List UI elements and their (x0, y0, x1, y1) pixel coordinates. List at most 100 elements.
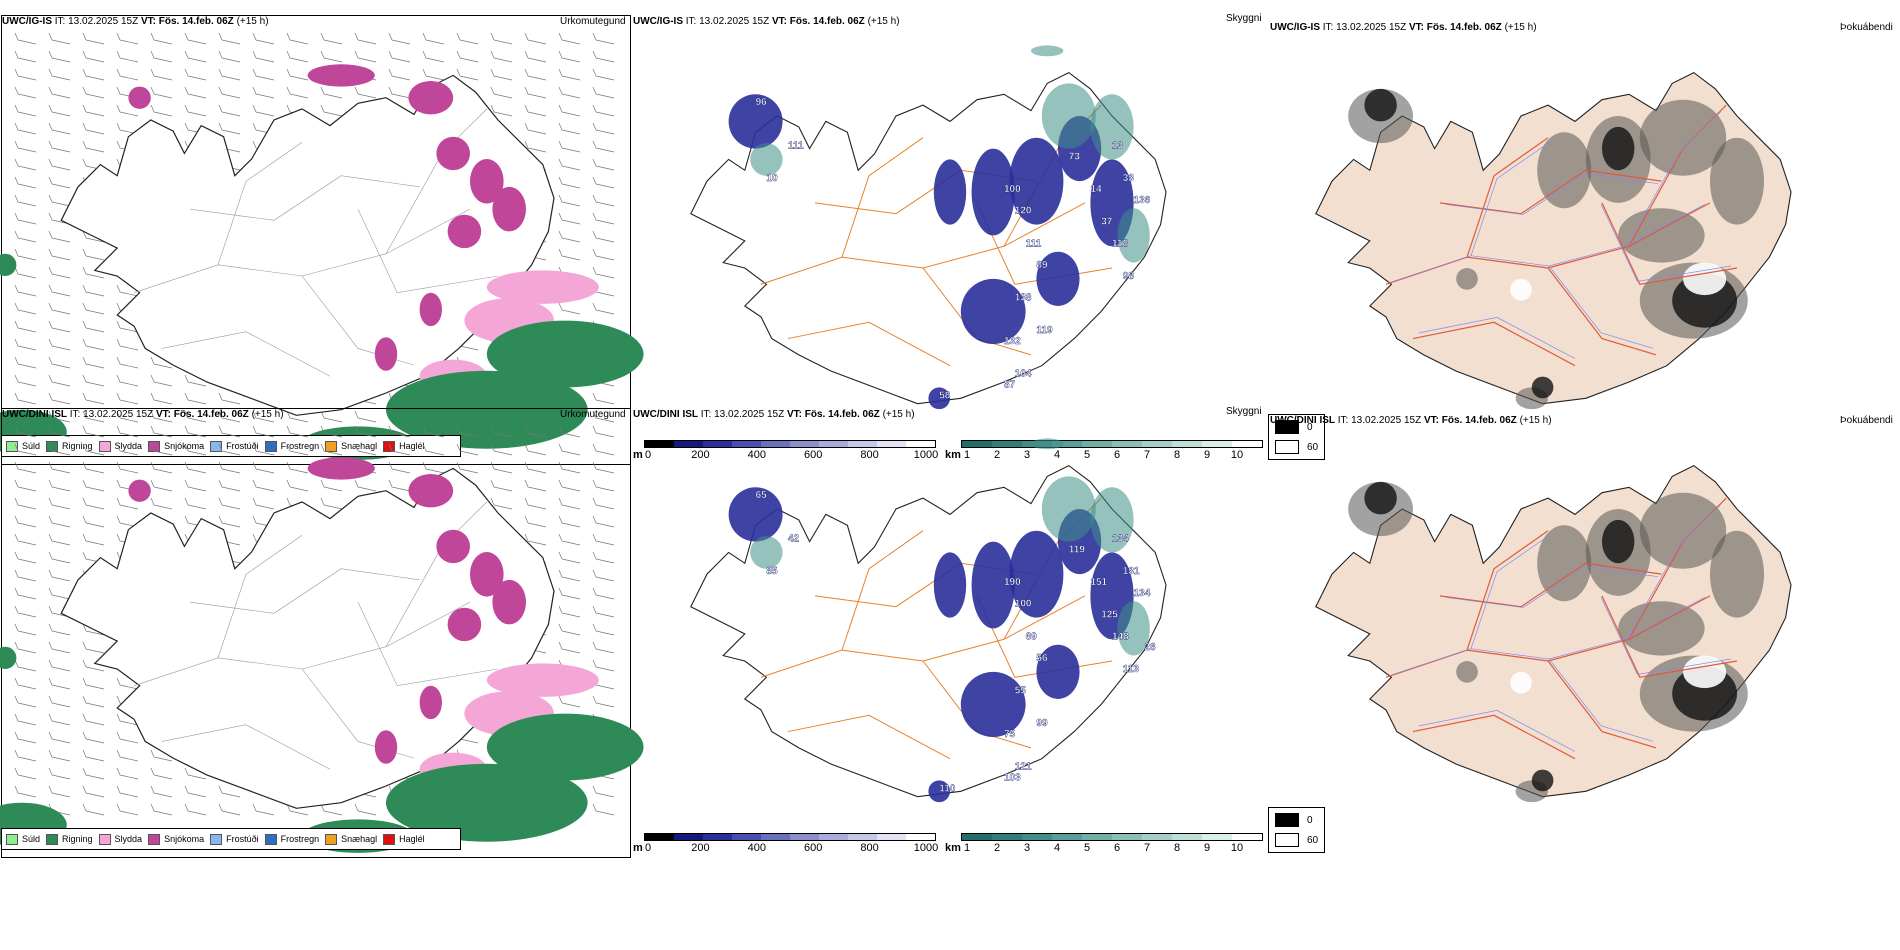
wind-barb (558, 212, 581, 225)
panel-title: Úrkomutegund (560, 409, 626, 420)
cloud-base-label: 99 (1036, 718, 1048, 729)
wind-barb (592, 551, 615, 564)
wind-barb (82, 266, 105, 279)
wind-barb (252, 443, 275, 456)
wind-barb (490, 68, 513, 81)
legend-swatch (1275, 833, 1299, 847)
wind-barb (490, 443, 513, 456)
wind-barb (48, 320, 71, 333)
wind-barb (524, 140, 547, 153)
wind-barb (82, 410, 105, 423)
wind-barb (218, 479, 241, 492)
field-blob (1537, 132, 1592, 209)
visibility-colorbar: km 1 2 3 4 5 6 7 8 9 10 (945, 833, 1265, 855)
wind-barb (558, 461, 581, 474)
wind-barb (82, 248, 105, 261)
wind-barb (116, 374, 139, 387)
wind-barb (456, 425, 479, 438)
road-line (787, 714, 951, 760)
wind-barb (48, 50, 71, 63)
cloud-base-label: 100 (1015, 599, 1032, 610)
cloud-base-label: 120 (1015, 206, 1032, 217)
wind-barb (558, 623, 581, 636)
wind-barb (558, 695, 581, 708)
wind-barb (14, 248, 37, 261)
wind-barb (184, 767, 207, 780)
wind-barb (354, 803, 377, 816)
colorbar-tick: 2 (993, 842, 1001, 854)
wind-barb (354, 443, 377, 456)
wind-barb (320, 104, 343, 117)
wind-barb (116, 713, 139, 726)
wind-barb (184, 479, 207, 492)
wind-barb (252, 479, 275, 492)
road-line (217, 142, 303, 265)
field-blob (492, 579, 526, 625)
colorbar-tick: 6 (1113, 449, 1121, 461)
wind-barb (116, 749, 139, 762)
fog-legend-row: 60 (1275, 833, 1318, 847)
colorbar-tick: 4 (1053, 449, 1061, 461)
wind-barb (218, 497, 241, 510)
legend-swatch (383, 833, 396, 845)
cloud-base-label: 134 (1134, 588, 1151, 599)
wind-barb (82, 479, 105, 492)
wind-barb (490, 104, 513, 117)
colorbar-tick: 7 (1143, 449, 1151, 461)
wind-barb (48, 713, 71, 726)
cloud-base-label: 33 (1123, 173, 1135, 184)
field-blob (386, 763, 588, 842)
wind-barb (524, 515, 547, 528)
legend-label: 0 (1307, 814, 1313, 826)
wind-barb (82, 284, 105, 297)
field-blob (1041, 83, 1096, 149)
wind-barb (490, 32, 513, 45)
wind-barb (14, 122, 37, 135)
wind-barb (82, 461, 105, 474)
wind-barb (14, 374, 37, 387)
wind-barb (14, 392, 37, 405)
field-blob (1618, 208, 1705, 263)
wind-barb (592, 695, 615, 708)
wind-barb (286, 425, 309, 438)
legend-item: Frostúði (210, 833, 259, 845)
wind-barb (48, 374, 71, 387)
wind-barb (592, 659, 615, 672)
wind-barb (48, 533, 71, 546)
field-blob (1639, 99, 1727, 176)
field-blob (933, 552, 967, 618)
legend-swatch (148, 833, 161, 845)
wind-barb (286, 461, 309, 474)
wind-barb (14, 479, 37, 492)
field-blob (1364, 88, 1397, 122)
wind-barb (48, 551, 71, 564)
colorbar-tick: 9 (1203, 842, 1211, 854)
wind-barb (558, 104, 581, 117)
wind-barb (184, 425, 207, 438)
legend-label: Súld (22, 834, 41, 844)
wind-barb (48, 425, 71, 438)
wind-barb (116, 338, 139, 351)
field-blob (750, 536, 783, 569)
wind-barb (592, 230, 615, 243)
legend-swatch (1275, 420, 1299, 434)
wind-barb (558, 425, 581, 438)
wind-barb (592, 302, 615, 315)
field-blob (1009, 137, 1064, 225)
road-line (217, 535, 303, 658)
panel-title: Þokuábendi (1840, 415, 1893, 426)
wind-barb (524, 50, 547, 63)
wind-barb (252, 425, 275, 438)
wind-barb (150, 497, 173, 510)
wind-barb (592, 803, 615, 816)
legend-label: Frostúði (226, 441, 259, 451)
legend-item: Súld (6, 440, 40, 452)
wind-barb (82, 302, 105, 315)
wind-barb (116, 677, 139, 690)
legend-label: Snjókoma (164, 441, 205, 451)
cloud-base-label: 98 (1123, 271, 1135, 282)
wind-barb (422, 443, 445, 456)
field-blob (1364, 481, 1397, 515)
cloud-base-label: 104 (1015, 369, 1032, 380)
